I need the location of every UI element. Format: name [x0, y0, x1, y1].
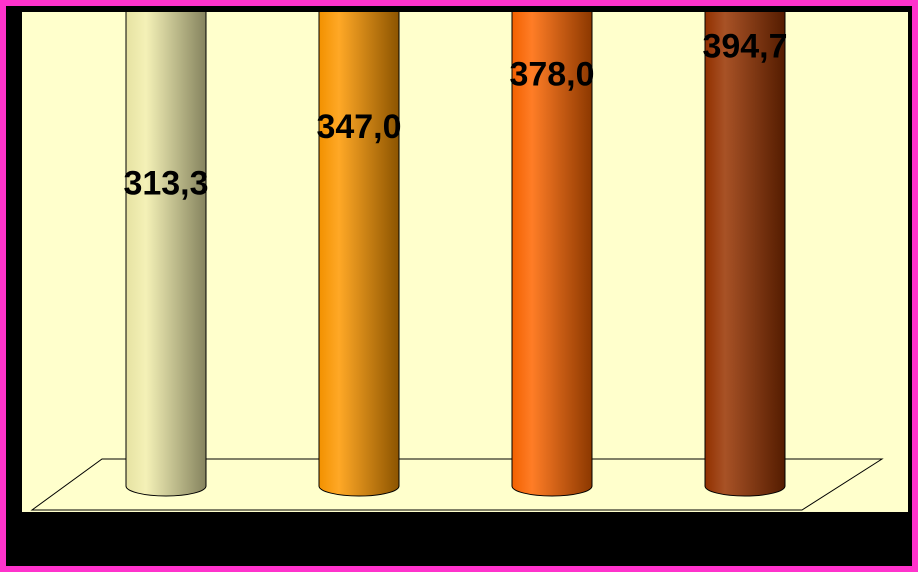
data-label-2009: 394,7	[702, 28, 787, 66]
x-tick-label-2006: 2006	[148, 517, 184, 534]
data-label-2007: 347,0	[316, 108, 401, 146]
x-tick-label-2007: 2007	[341, 517, 377, 534]
source-note: За даними Державної податкової адміністр…	[383, 539, 818, 556]
bars-group: 313,3 347,0 378,0 394,7	[123, 12, 788, 497]
chart-floor	[30, 458, 884, 511]
x-tick-labels: 2006 2007 2008 2009	[148, 517, 763, 534]
x-tick-label-2008: 2008	[534, 517, 570, 534]
bar-2007	[318, 12, 400, 497]
bar-2009	[704, 12, 786, 497]
data-label-2008: 378,0	[509, 56, 594, 94]
x-tick-label-2009: 2009	[727, 517, 763, 534]
bar-2008	[511, 12, 593, 497]
bar-2006	[125, 12, 207, 497]
data-label-2006: 313,3	[123, 165, 208, 203]
